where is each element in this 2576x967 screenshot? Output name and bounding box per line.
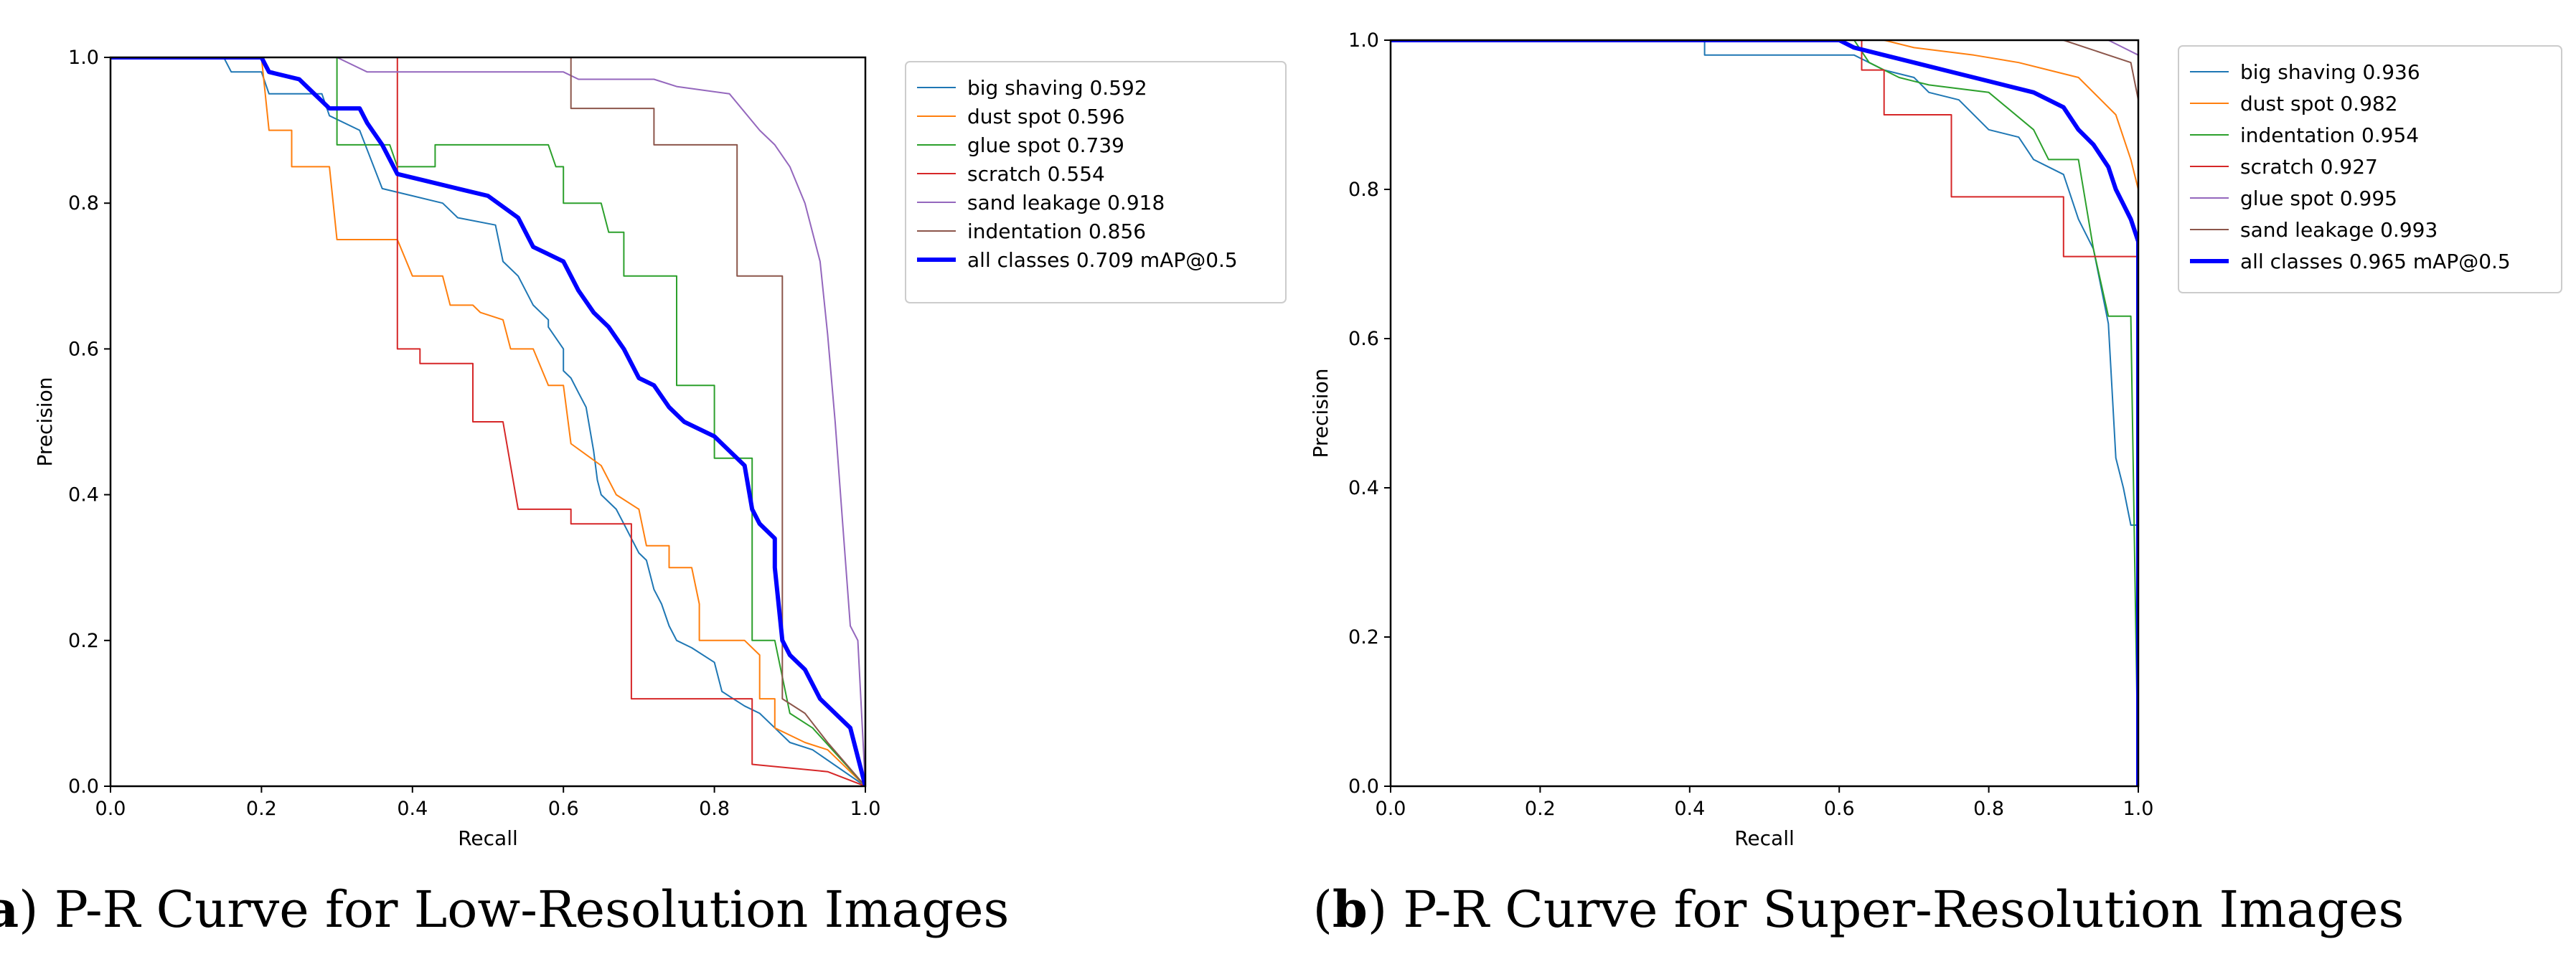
panel-b-y-tick-label: 1.0 [1348,29,1379,52]
panel-a-legend-label: all classes 0.709 mAP@0.5 [967,248,1238,272]
panel-a-caption-letter: a [0,879,19,939]
panel-b-x-tick-label: 0.4 [1674,798,1705,820]
panel-b-caption: (b) P-R Curve for Super-Resolution Image… [1313,879,2405,939]
panel-b-y-tick-label: 0.6 [1348,328,1379,350]
panel-a-series-line-0 [111,57,865,786]
panel-a-legend-label: glue spot 0.739 [967,133,1124,157]
panel-b-plot-area [1389,39,2140,788]
panel-b-y-tick-label: 0.0 [1348,775,1379,798]
panel-a-legend: big shaving 0.592 dust spot 0.596 glue spo… [905,61,1287,303]
panel-a-legend-label: scratch 0.554 [967,162,1105,186]
panel-b-y-axis-title: Precision [1309,369,1332,458]
panel-b-caption-letter: b [1332,879,1368,939]
panel-b-legend: big shaving 0.936 dust spot 0.982 indentat… [2178,45,2562,293]
panel-a-x-tick-label: 0.4 [397,798,428,820]
panel-a-x-axis: 0.0 0.2 0.4 0.6 0.8 1.0 [95,786,881,820]
panel-a-x-tick-label: 0.8 [699,798,730,820]
panel-b-x-tick-label: 1.0 [2123,798,2154,820]
panel-b-x-tick-label: 0.8 [1973,798,2004,820]
panel-a-x-axis-title: Recall [458,826,518,850]
panel-a-x-tick-label: 1.0 [850,798,881,820]
panel-a-y-axis: 0.0 0.2 0.4 0.6 0.8 1.0 [68,47,111,798]
panel-b-caption-text: ) P-R Curve for Super-Resolution Images [1368,880,2405,939]
panel-b-x-tick-label: 0.0 [1376,798,1406,820]
panel-b-series-line-3 [1391,40,2138,258]
panel-b-legend-label: dust spot 0.982 [2240,92,2398,115]
panel-b-series-line-4 [1391,40,2138,56]
panel-b-legend-label: all classes 0.965 mAP@0.5 [2240,250,2511,273]
panel-a-series-line-1 [111,57,865,786]
panel-a-y-tick-label: 1.0 [68,47,99,69]
panel-a-plot-frame [109,56,867,788]
panel-a-series-group [111,57,865,786]
panel-b-legend-box [2178,45,2562,293]
panel-b-legend-label: glue spot 0.995 [2240,187,2397,210]
panel-a-legend-box [905,61,1287,303]
panel-a-y-tick-label: 0.4 [68,484,99,506]
panel-a-series-line-3 [111,57,865,786]
panel-a-plot-area [109,56,867,788]
panel-a-y-tick-label: 0.8 [68,192,99,214]
panel-a-x-tick-label: 0.2 [246,798,277,820]
panel-b-x-tick-label: 0.6 [1824,798,1855,820]
panel-b-legend-entries: big shaving 0.936 dust spot 0.982 indentat… [2190,60,2511,273]
panel-a-x-tick-label: 0.6 [548,798,579,820]
panel-b-plot-frame [1389,39,2140,788]
panel-b-legend-label: big shaving 0.936 [2240,60,2420,84]
panel-b-x-axis-title: Recall [1734,826,1795,850]
panel-b-series-line-2 [1391,40,2138,786]
panel-b-series-line-5 [1391,40,2138,100]
panel-b-x-tick-label: 0.2 [1525,798,1556,820]
panel-a-caption: (a) P-R Curve for Low-Resolution Images [0,879,1009,939]
panel-a-low-resolution: 0.0 0.2 0.4 0.6 0.8 1.0 0.0 0.2 0.4 0.6 0.8 1.0 Re… [0,47,1287,939]
panel-b-y-tick-label: 0.8 [1348,179,1379,201]
panel-a-legend-label: sand leakage 0.918 [967,191,1165,214]
panel-a-y-tick-label: 0.6 [68,338,99,360]
panel-a-x-tick-label: 0.0 [95,798,126,820]
panel-b-series-line-0 [1391,40,2138,526]
panel-a-series-line-6 [111,57,865,786]
panel-a-legend-label: indentation 0.856 [967,220,1146,243]
panel-a-legend-label: big shaving 0.592 [967,76,1147,100]
panel-b-y-tick-label: 0.2 [1348,626,1379,648]
panel-a-y-tick-label: 0.2 [68,630,99,652]
panel-b-legend-label: indentation 0.954 [2240,123,2419,147]
panel-b-y-axis: 0.0 0.2 0.4 0.6 0.8 1.0 [1348,29,1391,798]
panel-a-y-axis-title: Precision [33,377,57,467]
panel-a-y-tick-label: 0.0 [68,775,99,798]
panel-a-legend-entries: big shaving 0.592 dust spot 0.596 glue spo… [917,76,1238,272]
panel-a-caption-text: ) P-R Curve for Low-Resolution Images [19,880,1009,939]
panel-b-series-line-6 [1391,40,2138,786]
panel-a-series-line-4 [111,57,865,786]
panel-b-super-resolution: 0.0 0.2 0.4 0.6 0.8 1.0 0.0 0.2 0.4 0.6 0.8 1.0 Re… [1309,29,2562,939]
panel-b-legend-label: sand leakage 0.993 [2240,218,2438,242]
panel-b-x-axis: 0.0 0.2 0.4 0.6 0.8 1.0 [1376,786,2154,820]
panel-b-legend-label: scratch 0.927 [2240,155,2378,179]
panel-a-legend-label: dust spot 0.596 [967,105,1125,128]
panel-a-series-line-5 [111,57,865,786]
panel-b-series-line-1 [1391,40,2138,190]
panel-b-caption-open: ( [1313,880,1332,939]
panel-b-series-group [1391,40,2138,786]
panel-b-y-tick-label: 0.4 [1348,477,1379,499]
